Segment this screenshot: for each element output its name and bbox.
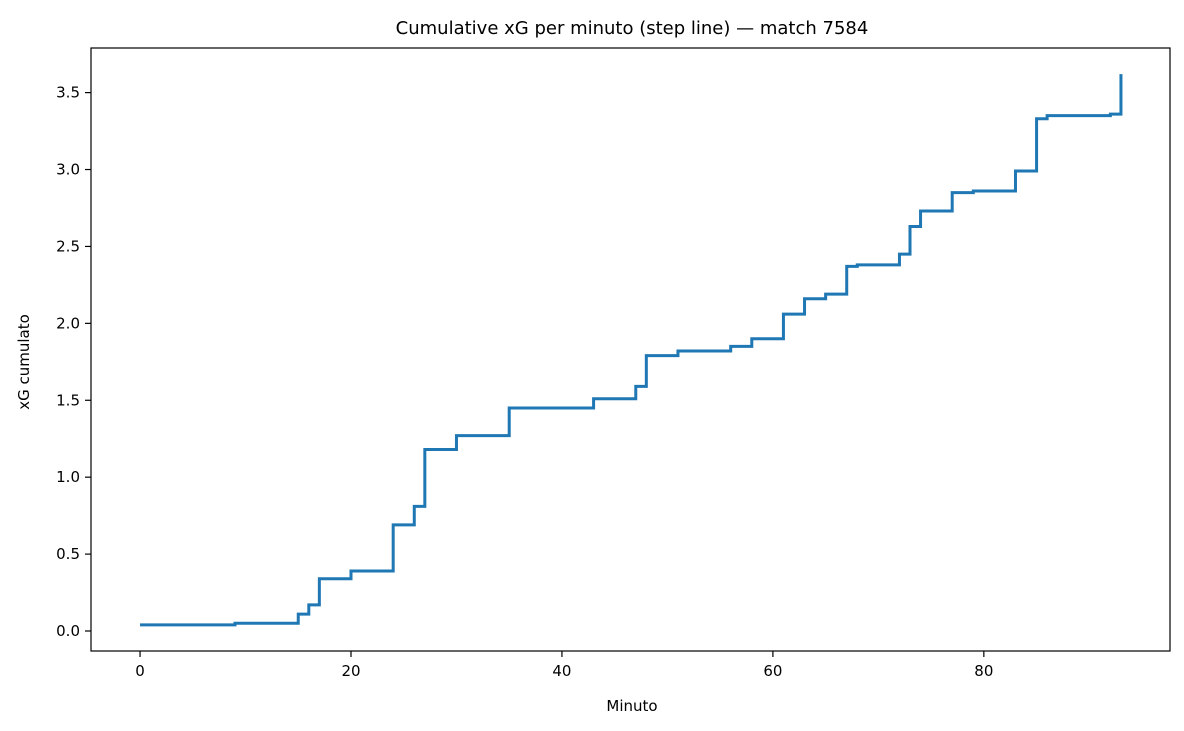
x-tick-label: 20	[341, 662, 360, 680]
x-axis: 0 20 40 60 80	[135, 651, 993, 680]
y-tick-label: 1.0	[56, 468, 80, 486]
plot-area	[140, 74, 1123, 627]
y-axis: 0.0 0.5 1.0 1.5 2.0 2.5 3.0 3.5	[56, 84, 91, 640]
chart-title: Cumulative xG per minuto (step line) — m…	[396, 18, 869, 39]
y-tick-label: 2.5	[56, 237, 80, 255]
y-axis-label: xG cumulato	[15, 314, 33, 410]
x-tick-label: 0	[135, 662, 145, 680]
x-tick-label: 40	[552, 662, 571, 680]
y-tick-label: 2.0	[56, 314, 80, 332]
y-tick-label: 3.0	[56, 161, 80, 179]
x-axis-label: Minuto	[606, 697, 657, 715]
y-tick-label: 1.5	[56, 391, 80, 409]
y-tick-label: 0.0	[56, 622, 80, 640]
y-tick-label: 0.5	[56, 545, 80, 563]
y-tick-label: 3.5	[56, 84, 80, 102]
x-tick-label: 80	[974, 662, 993, 680]
plot-frame	[90, 47, 1171, 652]
series-line	[140, 74, 1123, 627]
x-tick-label: 60	[763, 662, 782, 680]
